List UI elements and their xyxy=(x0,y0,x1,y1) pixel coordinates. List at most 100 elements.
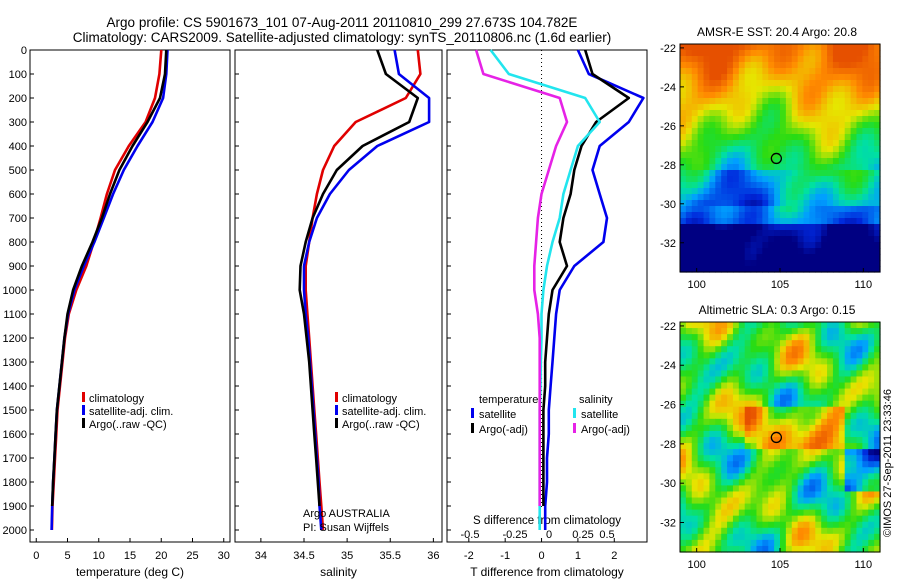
heatmap-cell xyxy=(744,74,752,81)
heatmap-cell xyxy=(785,418,793,426)
heatmap-cell xyxy=(827,176,834,183)
y-tick-label: 1100 xyxy=(3,309,27,321)
heatmap-cell xyxy=(874,110,881,117)
heatmap-cell xyxy=(827,430,834,438)
heatmap-cell xyxy=(832,122,840,129)
heatmap-cell xyxy=(850,491,858,499)
heatmap-cell xyxy=(821,443,828,450)
heatmap-cell xyxy=(780,394,787,402)
heatmap-cell xyxy=(744,424,752,432)
heatmap-cell xyxy=(827,485,834,493)
heatmap-cell xyxy=(721,412,728,420)
heatmap-cell xyxy=(750,218,758,225)
heatmap-cell xyxy=(844,218,852,225)
heatmap-cell xyxy=(721,50,728,57)
heatmap-cell xyxy=(827,74,834,81)
heatmap-cell xyxy=(832,200,840,207)
heatmap-cell xyxy=(703,176,711,183)
heatmap-cell xyxy=(703,370,711,378)
heatmap-cell xyxy=(780,364,787,372)
heatmap-cell xyxy=(803,509,811,517)
heatmap-cell xyxy=(832,248,840,255)
heatmap-cell xyxy=(697,322,705,329)
heatmap-cell xyxy=(774,164,781,171)
heatmap-cell xyxy=(721,110,728,117)
heatmap-cell xyxy=(738,527,746,535)
heatmap-cell xyxy=(874,503,881,511)
heatmap-cell xyxy=(691,188,699,195)
heatmap-cell xyxy=(785,164,793,171)
heatmap-cell xyxy=(868,370,875,378)
heatmap-cell xyxy=(703,430,711,438)
y-tick-label: 1400 xyxy=(3,381,27,393)
heatmap-cell xyxy=(780,485,787,493)
heatmap-cell xyxy=(738,200,746,207)
heatmap-cell xyxy=(803,479,811,487)
heatmap-cell xyxy=(768,358,775,365)
heatmap-cell xyxy=(838,533,846,541)
heatmap-cell xyxy=(768,254,775,261)
heatmap-cell xyxy=(780,152,787,159)
heatmap-cell xyxy=(838,545,846,553)
heatmap-cell xyxy=(709,328,716,335)
heatmap-cell xyxy=(715,164,722,171)
heatmap-cell xyxy=(838,467,846,474)
heatmap-cell xyxy=(744,92,752,99)
heatmap-cell xyxy=(791,50,799,57)
heatmap-cell xyxy=(721,400,728,408)
heatmap-cell xyxy=(691,218,699,225)
heatmap-cell xyxy=(850,128,858,135)
heatmap-cell xyxy=(832,406,840,414)
heatmap-cell xyxy=(797,236,805,243)
heatmap-cell xyxy=(685,382,693,390)
heatmap-cell xyxy=(791,152,799,159)
heatmap-cell xyxy=(727,212,734,219)
heatmap-cell xyxy=(709,74,716,81)
heatmap-cell xyxy=(691,394,699,402)
heatmap-cell xyxy=(803,74,811,81)
heatmap-cell xyxy=(809,116,816,123)
heatmap-cell xyxy=(844,266,852,273)
heatmap-cell xyxy=(685,364,693,372)
heatmap-cell xyxy=(821,68,828,75)
heatmap-cell xyxy=(715,122,722,129)
heatmap-cell xyxy=(821,74,828,81)
heatmap-cell xyxy=(780,56,787,63)
heatmap-cell xyxy=(744,503,752,511)
heatmap-cell xyxy=(791,485,799,493)
heatmap-cell xyxy=(797,497,805,505)
heatmap-cell xyxy=(862,56,869,63)
heatmap-cell xyxy=(815,110,822,117)
heatmap-cell xyxy=(680,110,687,117)
heatmap-cell xyxy=(762,74,769,81)
heatmap-cell xyxy=(721,44,728,51)
heatmap-cell xyxy=(821,491,828,499)
heatmap-cell xyxy=(791,521,799,529)
heatmap-cell xyxy=(874,437,881,444)
heatmap-cell xyxy=(838,328,846,335)
legend-swatch xyxy=(82,418,85,428)
heatmap-cell xyxy=(732,200,740,207)
heatmap-cell xyxy=(750,437,758,444)
heatmap-cell xyxy=(738,418,746,426)
heatmap-cell xyxy=(703,86,711,93)
heatmap-cell xyxy=(862,218,869,225)
heatmap-cell xyxy=(832,515,840,523)
heatmap-cell xyxy=(844,152,852,159)
heatmap-cell xyxy=(721,394,728,402)
heatmap-cell xyxy=(685,128,693,135)
heatmap-cell xyxy=(703,352,711,359)
heatmap-cell xyxy=(780,80,787,87)
heatmap-cell xyxy=(721,388,728,396)
heatmap-cell xyxy=(738,224,746,231)
heatmap-cell xyxy=(797,98,805,105)
heatmap-cell xyxy=(727,346,734,353)
heatmap-cell xyxy=(703,224,711,231)
heatmap-cell xyxy=(838,206,846,213)
heatmap-cell xyxy=(815,218,822,225)
heatmap-cell xyxy=(856,218,863,225)
heatmap-cell xyxy=(844,146,852,153)
heatmap-cell xyxy=(721,224,728,231)
heatmap-cell xyxy=(721,376,728,384)
heatmap-cell xyxy=(797,44,805,51)
